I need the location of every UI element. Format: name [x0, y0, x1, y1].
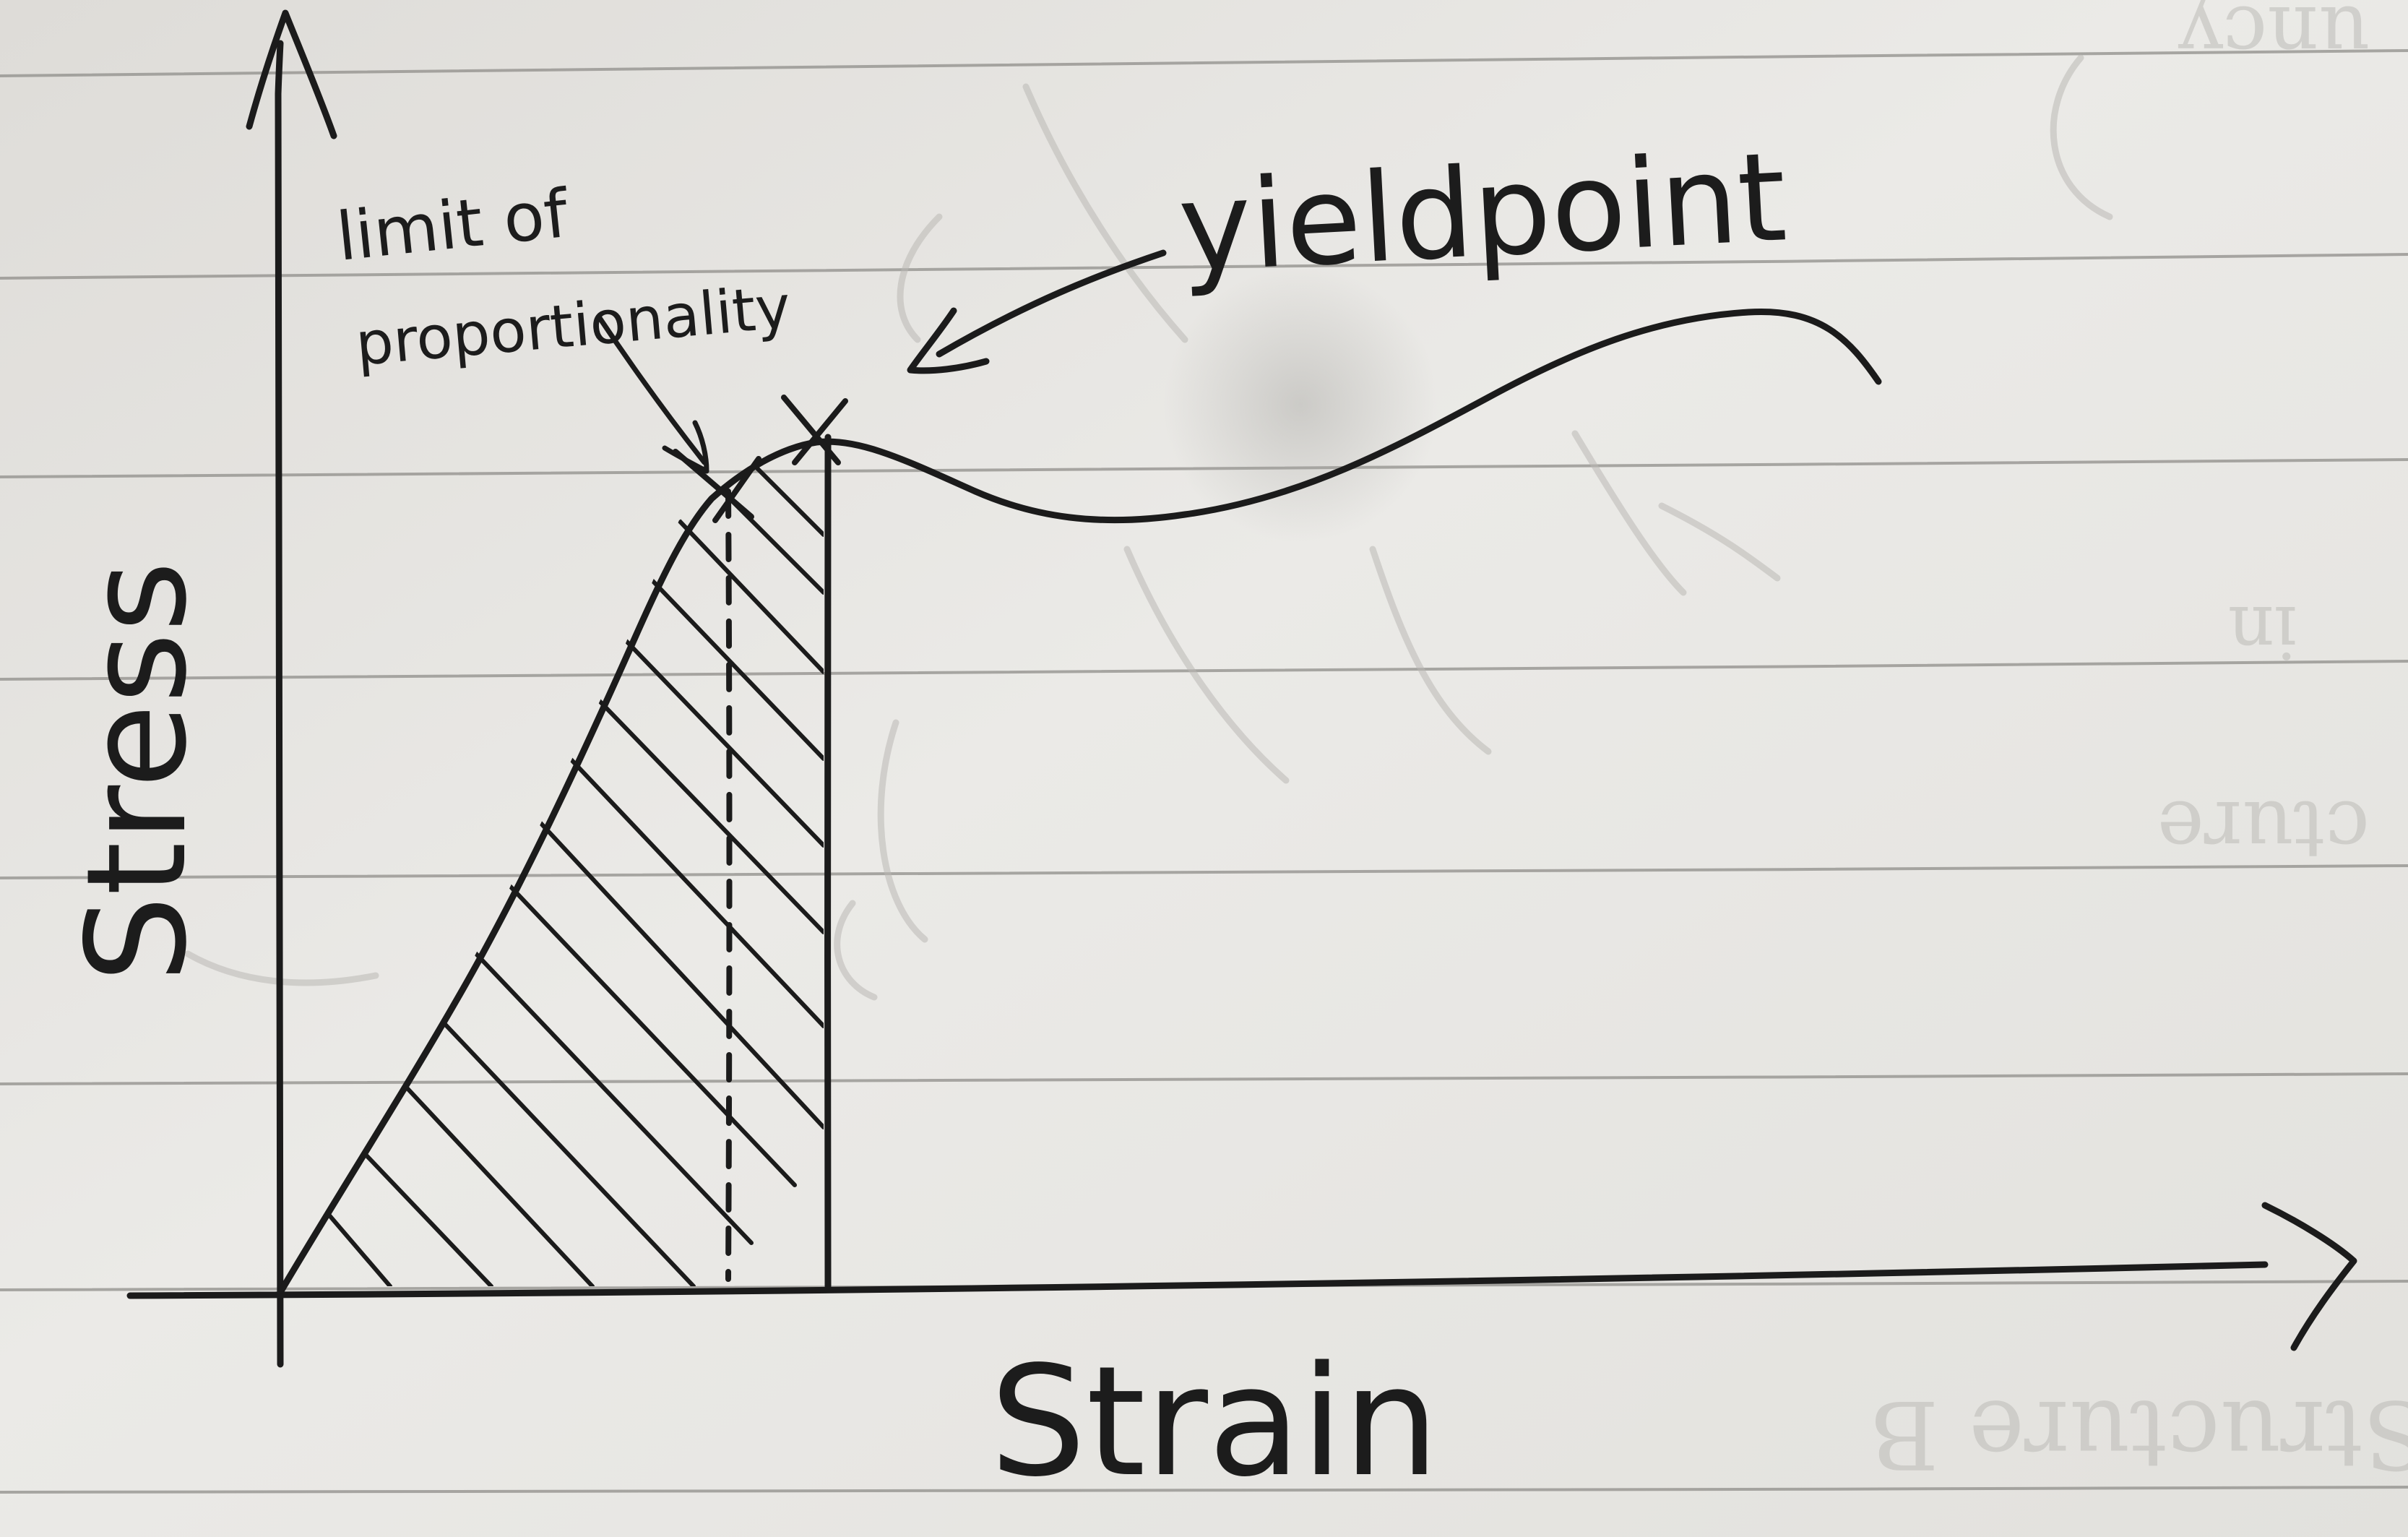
ruled-lines [0, 49, 2408, 1494]
x-axis-line [126, 1261, 2269, 1299]
limit-of-proportionality-arrow-icon [597, 315, 707, 465]
axis-labels: Stress Strain [57, 561, 1439, 1510]
svg-text:in: in [2228, 590, 2297, 674]
axes [126, 9, 2357, 1368]
x-axis-arrow-icon [2261, 1202, 2357, 1351]
limit-of-proportionality-dashed-line [725, 488, 733, 1282]
x-axis-label: Strain [990, 1333, 1439, 1510]
y-axis-line [275, 40, 284, 1368]
yield-point-annotation: yieldpoint [907, 126, 1790, 374]
y-axis-label: Stress [57, 561, 217, 983]
y-axis-arrow-icon [246, 9, 337, 139]
bleed-through-marks: uncy cture Structure B in [184, 0, 2408, 1489]
svg-text:uncy: uncy [2178, 0, 2370, 81]
svg-text:Structure B: Structure B [1870, 1379, 2408, 1489]
svg-text:cture: cture [2157, 783, 2370, 876]
stress-strain-curve [278, 308, 1882, 1293]
yield-point-label: yieldpoint [1175, 126, 1790, 301]
yield-point-arrow-icon [936, 249, 1167, 358]
yield-point-marker [781, 395, 848, 465]
